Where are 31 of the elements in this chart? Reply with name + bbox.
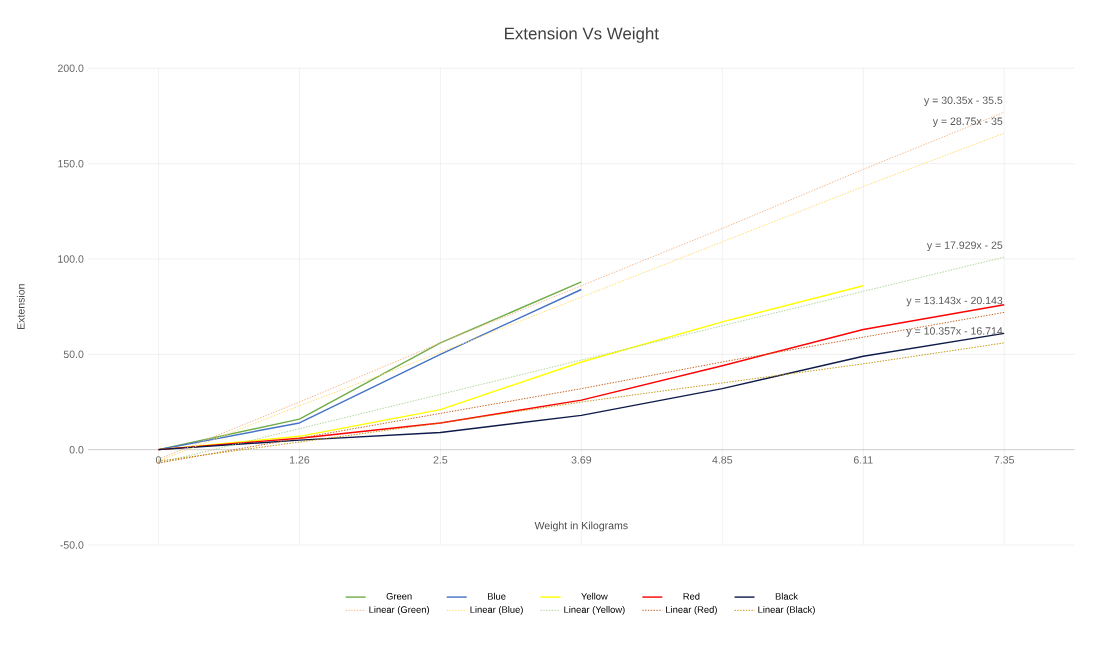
legend-label: Black	[775, 592, 798, 600]
x-tick-label: 0	[155, 456, 161, 464]
legend-label: Red	[683, 592, 700, 600]
annotation: y = 30.35x - 35.5	[923, 96, 1003, 107]
chart-title: Extension Vs Weight	[505, 27, 659, 43]
y-tick-label: 0.0	[69, 445, 84, 454]
annotation: y = 13.143x - 20.143	[906, 296, 1003, 307]
legend-label: Linear (Yellow)	[564, 606, 625, 615]
legend-label: Linear (Red)	[666, 606, 717, 615]
y-axis-title: Extension	[16, 284, 25, 329]
annotation: y = 17.929x - 25	[926, 241, 1003, 251]
legend-label: Linear (Blue)	[470, 606, 523, 615]
y-tick-label: 150.0	[58, 159, 84, 168]
x-tick-label: 2.5	[433, 456, 448, 464]
legend-label: Green	[386, 592, 412, 600]
y-tick-label: -50.0	[60, 541, 84, 549]
y-tick-label: 100.0	[58, 255, 84, 263]
y-tick-label: 200.0	[58, 64, 84, 73]
x-tick-label: 6.11	[853, 456, 873, 464]
annotation: y = 28.75x - 35	[932, 117, 1003, 128]
legend-label: Linear (Black)	[758, 606, 815, 615]
legend-label: Linear (Green)	[369, 606, 429, 615]
x-tick-label: 1.26	[289, 456, 310, 464]
x-axis-title: Weight in Kilograms	[534, 521, 628, 532]
x-tick-label: 3.69	[571, 456, 592, 464]
legend-label: Yellow	[581, 592, 608, 600]
x-tick-label: 4.85	[712, 456, 733, 464]
x-tick-label: 7.35	[994, 456, 1015, 464]
annotation: y = 10.357x - 16.714	[906, 327, 1003, 337]
y-tick-label: 50.0	[63, 350, 84, 359]
legend-label: Blue	[487, 592, 506, 600]
